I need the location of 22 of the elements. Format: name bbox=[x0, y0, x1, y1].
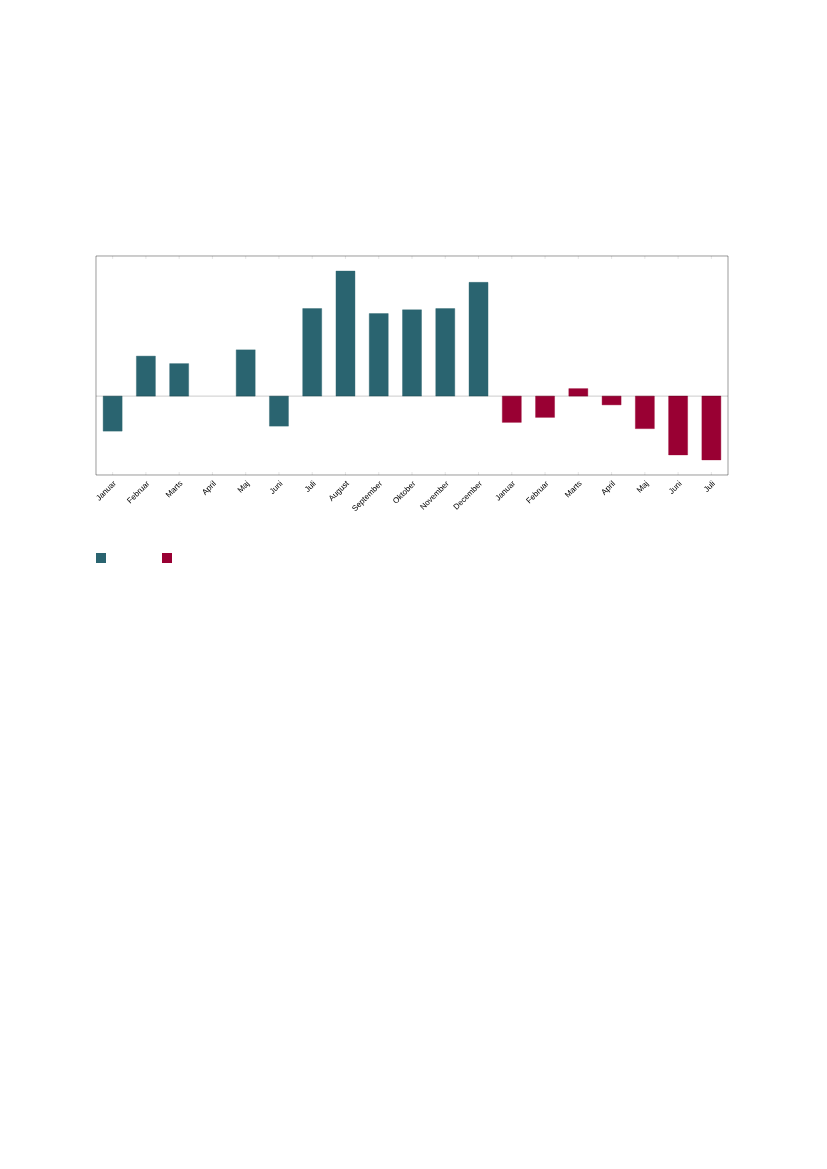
bar bbox=[601, 395, 622, 406]
bar bbox=[701, 395, 722, 461]
bar bbox=[502, 395, 522, 423]
bar bbox=[136, 355, 156, 397]
x-tick-label: Juli bbox=[305, 480, 316, 492]
bar bbox=[369, 313, 389, 397]
x-tick-label: Maj bbox=[636, 480, 650, 493]
bar bbox=[102, 395, 123, 432]
bar bbox=[235, 349, 256, 397]
bar bbox=[269, 395, 289, 427]
bar bbox=[169, 363, 189, 397]
bar bbox=[335, 270, 356, 397]
bar bbox=[468, 282, 489, 397]
bar bbox=[635, 395, 655, 429]
bar bbox=[435, 308, 455, 397]
bar bbox=[302, 308, 322, 397]
bar bbox=[535, 395, 555, 418]
x-tick-label: Juli bbox=[704, 480, 716, 492]
bar bbox=[402, 309, 422, 397]
x-tick-label: Maj bbox=[237, 480, 251, 493]
bar bbox=[568, 388, 589, 397]
bar bbox=[668, 395, 688, 456]
